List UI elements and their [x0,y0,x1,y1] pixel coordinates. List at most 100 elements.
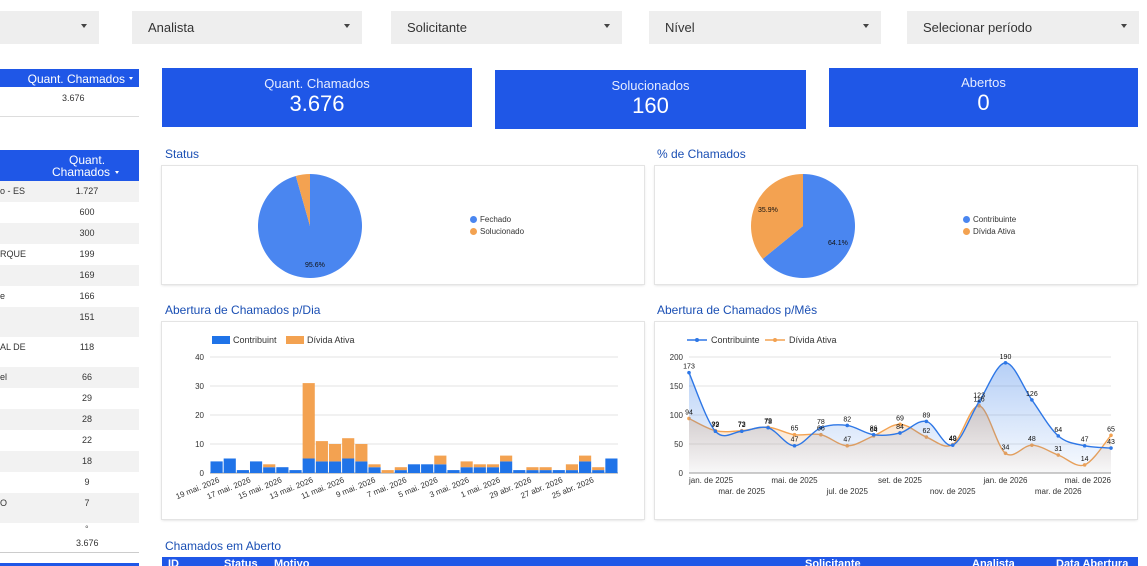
point-label: 79 [764,418,772,425]
left-table-header[interactable]: Quant. Chamados [0,69,139,87]
table-row[interactable]: o - ES 1.727 [0,181,139,202]
table-row[interactable]: 151 [0,307,139,337]
point-label: 47 [843,437,851,444]
y-tick-label: 30 [195,382,204,391]
bar-divida [302,383,315,459]
row-value: 1.727 [75,186,99,196]
bar-contribuinte [355,461,368,473]
bar-divida [486,464,500,468]
bar-divida [539,467,552,471]
open-table-header: ID Status Motivo Solicitante Analista Data Ab… [162,557,1138,566]
row-value: 66 [81,372,92,382]
series-point [950,443,955,447]
left-table3-header [0,563,139,566]
table-row[interactable]: 600 [0,202,139,223]
filter-dropdown-0[interactable] [0,11,99,44]
bar-divida [579,455,592,462]
legend-item-solucionado[interactable]: Solucionado [470,227,524,236]
column-header[interactable]: Motivo [274,558,310,566]
table-row[interactable]: 300 [0,223,139,244]
bar-contribuinte [249,461,263,473]
series-point [898,431,902,435]
column-header[interactable]: Data Abertura [1056,558,1129,566]
series-point [792,443,797,448]
bar-contribuinte [486,467,500,473]
table-row[interactable]: el 66 [0,367,139,388]
bar-contribuinte [460,467,473,473]
row-value: 118 [79,342,95,352]
bar-contribuinte [236,470,249,473]
legend-marker [695,338,699,342]
filter-dropdown-1[interactable]: Analista [132,11,362,44]
pie-slice [762,174,855,278]
point-label: 86 [870,426,878,433]
bar-divida [368,464,381,468]
row-value: 9 [84,477,90,487]
series-point [687,370,691,375]
column-header[interactable]: ID [168,558,179,566]
column-header[interactable]: Analista [972,558,1015,566]
bar-contribuinte [263,467,276,473]
column-header[interactable]: Status [224,558,258,566]
legend-item-fechado[interactable]: Fechado [470,215,524,224]
table-row[interactable]: RQUE 199 [0,244,139,265]
row-value: 22 [81,435,92,445]
table-row[interactable]: 18 [0,451,139,472]
legend-label-solucionado: Solucionado [480,227,525,236]
bar-contribuinte [315,461,328,473]
kpi-quant-chamados-value: 3.676 [289,91,345,116]
row-value: 166 [79,291,95,301]
point-label: 62 [922,428,930,435]
point-label: 48 [1028,436,1036,443]
filter-label: Nível [665,20,695,35]
bar-contribuinte [223,458,236,473]
pct-chart-card: 64.1% 35.9% Contribuinte Dívida Ativa [655,166,1137,284]
point-label: 43 [1107,439,1115,446]
bar-contribuinte [526,470,539,473]
point-label: 66 [817,426,825,433]
point-label: 72 [711,422,719,429]
series-point [1082,443,1087,448]
chevron-down-icon [863,24,869,28]
pie-slice [751,174,803,259]
sort-desc-icon [129,77,133,80]
bar-contribuinte [342,458,355,473]
legend-item-divida[interactable]: Dívida Ativa [963,227,1016,236]
bar-contribuinte [605,458,618,473]
bar-divida [500,455,513,462]
y-tick-label: 0 [200,469,205,478]
legend-item-contribuinte[interactable]: Contribuinte [963,215,1016,224]
point-label: 47 [1081,437,1089,444]
table-row[interactable]: 22 [0,430,139,451]
column-header[interactable]: Solicitante [805,558,861,566]
row-label: e [0,291,6,301]
bar-divida [381,470,394,473]
left-table2-header[interactable]: Quant. Chamados [0,150,139,181]
legend-dot-icon [470,216,477,223]
row-value: 7 [84,498,90,508]
point-label: 190 [1000,354,1012,361]
bar-contribuinte [473,467,486,473]
table-row[interactable]: 9 [0,472,139,493]
table-row[interactable]: e 166 [0,286,139,307]
monthly-chart-title: Abertura de Chamados p/Mês [657,303,818,317]
legend-label: Dívida Ativa [307,335,355,345]
filter-dropdown-4[interactable]: Selecionar período [907,11,1139,44]
legend-marker [773,338,777,342]
table-row[interactable]: 29 [0,388,139,409]
bar-contribuinte [328,461,342,473]
bar-divida [460,461,473,468]
table-row[interactable]: 169 [0,265,139,286]
bar-divida [328,444,342,462]
point-label: 73 [738,422,746,429]
x-tick-label: jan. de 2026 [982,476,1028,485]
chevron-down-icon [1121,24,1127,28]
bar-contribuinte [210,461,223,473]
table-row[interactable]: 28 [0,409,139,430]
pie-data-label: 35.9% [758,207,778,214]
filter-dropdown-2[interactable]: Solicitante [391,11,622,44]
table-row[interactable]: AL DE 118 [0,337,139,367]
filter-dropdown-3[interactable]: Nível [649,11,881,44]
chevron-down-icon [344,24,350,28]
